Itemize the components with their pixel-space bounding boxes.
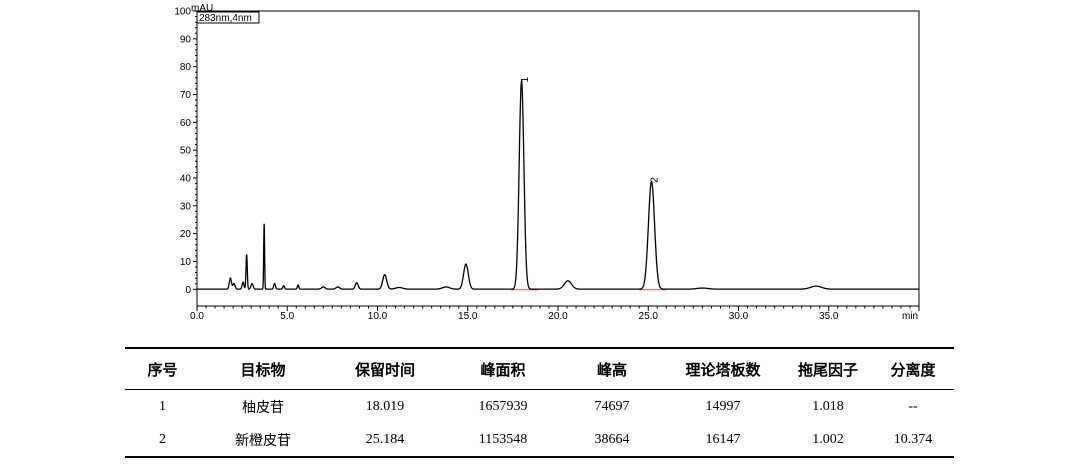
table-cell: 10.374 xyxy=(893,431,933,447)
x-tick-label: 25.0 xyxy=(639,311,659,322)
table-header-row: 序号 目标物 保留时间 峰面积 峰高 理论塔板数 拖尾因子 分离度 xyxy=(125,348,954,390)
peak-label: 2 xyxy=(650,177,661,183)
table-cell: 2 xyxy=(159,431,166,447)
table-cell: -- xyxy=(908,398,918,414)
chromatogram-trace xyxy=(197,78,919,290)
table-cell: 1.018 xyxy=(812,398,844,414)
x-tick-label: 10.0 xyxy=(368,311,388,322)
y-tick-label: 10 xyxy=(180,257,192,268)
y-tick-label: 20 xyxy=(180,229,192,240)
y-tick-label: 0 xyxy=(185,285,191,296)
y-tick-label: 90 xyxy=(180,34,192,45)
table-cell: 38664 xyxy=(594,431,630,447)
table-cell: 25.184 xyxy=(365,431,405,447)
col-header: 序号 xyxy=(147,360,178,379)
plot-frame xyxy=(196,10,920,307)
y-tick-label: 60 xyxy=(180,118,192,129)
table-cell: 柚皮苷 xyxy=(242,399,284,416)
table-cell: 1.002 xyxy=(812,431,844,447)
table-row: 1 柚皮苷 18.019 1657939 74697 14997 1.018 -… xyxy=(125,390,954,424)
table-cell: 1657939 xyxy=(478,398,528,414)
y-tick-label: 40 xyxy=(180,173,192,184)
y-axis-unit: mAU xyxy=(191,3,213,14)
x-tick-label: 5.0 xyxy=(280,311,294,322)
col-header: 保留时间 xyxy=(354,360,415,379)
x-tick-label: 30.0 xyxy=(729,311,749,322)
col-header: 峰高 xyxy=(596,360,627,379)
col-header: 拖尾因子 xyxy=(797,360,858,379)
table-cell: 14997 xyxy=(705,398,741,414)
y-tick-label: 50 xyxy=(180,146,192,157)
y-tick-label: 70 xyxy=(180,90,192,101)
results-table: 序号 目标物 保留时间 峰面积 峰高 理论塔板数 拖尾因子 分离度 1 柚皮苷 … xyxy=(125,347,954,458)
col-header: 峰面积 xyxy=(480,360,526,379)
x-tick-label: 20.0 xyxy=(548,311,568,322)
table-cell: 16147 xyxy=(705,431,741,447)
table-cell: 18.019 xyxy=(365,398,405,414)
col-header: 目标物 xyxy=(240,360,286,379)
table-cell: 1153548 xyxy=(478,431,528,447)
peak-label: 1 xyxy=(520,76,531,82)
table-row: 2 新橙皮苷 25.184 1153548 38664 16147 1.002 … xyxy=(125,423,954,457)
y-tick-label: 30 xyxy=(180,201,192,212)
y-tick-label: 100 xyxy=(174,7,191,18)
col-header: 分离度 xyxy=(890,360,936,379)
col-header: 理论塔板数 xyxy=(685,360,761,379)
table-cell: 74697 xyxy=(594,398,630,414)
table-cell: 1 xyxy=(159,398,166,414)
x-tick-label: 0.0 xyxy=(190,311,204,322)
chromatogram: 0 10 20 30 40 50 60 70 80 90 100 0.0 5.0 10.0 15.0 20.0… xyxy=(174,3,920,322)
x-tick-label: 15.0 xyxy=(458,311,478,322)
table-cell: 新橙皮苷 xyxy=(235,432,291,449)
x-tick-label: 35.0 xyxy=(819,311,839,322)
detector-label-box xyxy=(196,11,260,24)
y-tick-label: 80 xyxy=(180,62,192,73)
detector-label: 283nm,4nm xyxy=(199,13,252,24)
x-axis-unit: min xyxy=(902,311,918,322)
